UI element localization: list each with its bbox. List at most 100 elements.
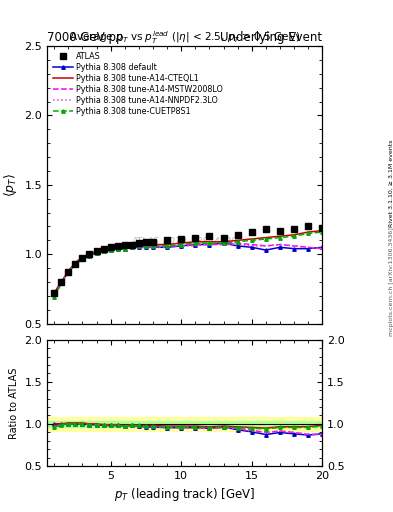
Text: mcplots.cern.ch [arXiv:1306.3436]: mcplots.cern.ch [arXiv:1306.3436] (389, 227, 393, 336)
Pythia 8.308 tune-A14-MSTW2008LO (235, 240, 240, 246)
Pythia 8.308 tune-CUETP8S1 (101, 248, 106, 254)
Pythia 8.308 tune-A14-CTEQL1 (277, 233, 282, 239)
ATLAS (101, 246, 106, 252)
Pythia 8.308 tune-CUETP8S1 (320, 229, 325, 235)
Pythia 8.308 tune-A14-MSTW2008LO (221, 242, 226, 248)
ATLAS (235, 232, 240, 238)
Pythia 8.308 tune-CUETP8S1 (235, 239, 240, 245)
Pythia 8.308 default (87, 252, 92, 259)
Pythia 8.308 tune-A14-MSTW2008LO (250, 242, 254, 248)
Pythia 8.308 tune-CUETP8S1 (292, 233, 296, 239)
Pythia 8.308 tune-A14-NNPDF2.3LO (52, 293, 57, 299)
Pythia 8.308 tune-A14-MSTW2008LO (263, 243, 268, 249)
Pythia 8.308 tune-A14-CTEQL1 (115, 244, 120, 250)
Pythia 8.308 tune-A14-NNPDF2.3LO (235, 242, 240, 248)
ATLAS (221, 234, 226, 241)
Pythia 8.308 tune-A14-CTEQL1 (207, 239, 212, 245)
Pythia 8.308 tune-A14-NNPDF2.3LO (59, 280, 64, 286)
Pythia 8.308 tune-A14-CTEQL1 (143, 242, 148, 248)
Pythia 8.308 default (122, 246, 127, 252)
Pythia 8.308 tune-CUETP8S1 (263, 236, 268, 242)
Line: Pythia 8.308 default: Pythia 8.308 default (53, 241, 324, 295)
Pythia 8.308 default (250, 244, 254, 250)
Pythia 8.308 tune-A14-MSTW2008LO (136, 244, 141, 250)
ATLAS (179, 236, 184, 242)
Pythia 8.308 tune-A14-CTEQL1 (129, 243, 134, 249)
Pythia 8.308 default (80, 255, 85, 262)
Pythia 8.308 tune-A14-CTEQL1 (179, 240, 184, 246)
Pythia 8.308 tune-A14-MSTW2008LO (277, 242, 282, 248)
ATLAS (59, 279, 64, 285)
ATLAS (306, 223, 310, 229)
ATLAS (115, 243, 120, 249)
Pythia 8.308 tune-A14-MSTW2008LO (207, 242, 212, 248)
Pythia 8.308 tune-A14-MSTW2008LO (52, 293, 57, 299)
Y-axis label: $\langle p_T \rangle$: $\langle p_T \rangle$ (2, 173, 19, 197)
Pythia 8.308 tune-CUETP8S1 (94, 250, 99, 256)
ATLAS (129, 242, 134, 248)
Pythia 8.308 tune-A14-MSTW2008LO (143, 244, 148, 250)
Pythia 8.308 tune-A14-CTEQL1 (101, 247, 106, 253)
ATLAS (292, 226, 296, 232)
Pythia 8.308 tune-A14-MSTW2008LO (292, 243, 296, 249)
Pythia 8.308 tune-CUETP8S1 (59, 280, 64, 286)
Y-axis label: Ratio to ATLAS: Ratio to ATLAS (9, 367, 19, 439)
ATLAS (87, 251, 92, 258)
ATLAS (277, 227, 282, 233)
Pythia 8.308 tune-A14-CTEQL1 (136, 243, 141, 249)
Pythia 8.308 tune-CUETP8S1 (108, 247, 113, 253)
Pythia 8.308 tune-A14-CTEQL1 (122, 244, 127, 250)
ATLAS (122, 242, 127, 248)
Pythia 8.308 default (143, 244, 148, 250)
Pythia 8.308 tune-A14-NNPDF2.3LO (277, 242, 282, 248)
Pythia 8.308 default (108, 247, 113, 253)
Pythia 8.308 tune-A14-CTEQL1 (263, 234, 268, 241)
Pythia 8.308 tune-A14-NNPDF2.3LO (320, 246, 325, 252)
Line: Pythia 8.308 tune-CUETP8S1: Pythia 8.308 tune-CUETP8S1 (53, 230, 324, 299)
Pythia 8.308 tune-A14-MSTW2008LO (122, 246, 127, 252)
Pythia 8.308 tune-A14-CTEQL1 (165, 242, 169, 248)
Pythia 8.308 default (306, 246, 310, 252)
Pythia 8.308 default (165, 244, 169, 250)
Pythia 8.308 tune-CUETP8S1 (221, 240, 226, 246)
Pythia 8.308 tune-CUETP8S1 (66, 269, 71, 275)
Pythia 8.308 default (263, 247, 268, 253)
Pythia 8.308 tune-A14-NNPDF2.3LO (94, 250, 99, 256)
Pythia 8.308 tune-CUETP8S1 (136, 243, 141, 249)
Pythia 8.308 default (66, 269, 71, 275)
Pythia 8.308 tune-A14-CTEQL1 (292, 232, 296, 238)
Pythia 8.308 tune-CUETP8S1 (306, 230, 310, 237)
Pythia 8.308 tune-A14-MSTW2008LO (80, 255, 85, 262)
Pythia 8.308 tune-A14-NNPDF2.3LO (165, 244, 169, 250)
ATLAS (52, 290, 57, 296)
Pythia 8.308 default (277, 244, 282, 250)
ATLAS (320, 225, 325, 231)
Pythia 8.308 tune-A14-NNPDF2.3LO (207, 242, 212, 248)
Pythia 8.308 default (151, 244, 155, 250)
Pythia 8.308 default (221, 240, 226, 246)
Pythia 8.308 tune-A14-CTEQL1 (306, 229, 310, 235)
Pythia 8.308 default (179, 243, 184, 249)
Pythia 8.308 tune-A14-CTEQL1 (73, 260, 78, 266)
Pythia 8.308 tune-A14-CTEQL1 (59, 279, 64, 285)
Text: 7000 GeV pp: 7000 GeV pp (47, 31, 124, 44)
Pythia 8.308 default (115, 246, 120, 252)
Pythia 8.308 tune-A14-CTEQL1 (221, 239, 226, 245)
Pythia 8.308 tune-A14-MSTW2008LO (87, 252, 92, 259)
ATLAS (151, 239, 155, 245)
Pythia 8.308 tune-A14-MSTW2008LO (66, 269, 71, 275)
ATLAS (66, 269, 71, 275)
Pythia 8.308 tune-A14-MSTW2008LO (108, 247, 113, 253)
Pythia 8.308 tune-A14-CTEQL1 (80, 254, 85, 260)
Line: ATLAS: ATLAS (51, 224, 325, 296)
Pythia 8.308 tune-A14-CTEQL1 (250, 236, 254, 242)
ATLAS (108, 244, 113, 250)
X-axis label: $p_T$ (leading track) [GeV]: $p_T$ (leading track) [GeV] (114, 486, 255, 503)
Pythia 8.308 tune-CUETP8S1 (151, 243, 155, 249)
Pythia 8.308 tune-A14-NNPDF2.3LO (292, 243, 296, 249)
Pythia 8.308 tune-A14-NNPDF2.3LO (179, 243, 184, 249)
Pythia 8.308 tune-A14-NNPDF2.3LO (306, 244, 310, 250)
Line: Pythia 8.308 tune-A14-NNPDF2.3LO: Pythia 8.308 tune-A14-NNPDF2.3LO (54, 245, 322, 296)
Pythia 8.308 tune-CUETP8S1 (80, 255, 85, 262)
Pythia 8.308 default (207, 242, 212, 248)
